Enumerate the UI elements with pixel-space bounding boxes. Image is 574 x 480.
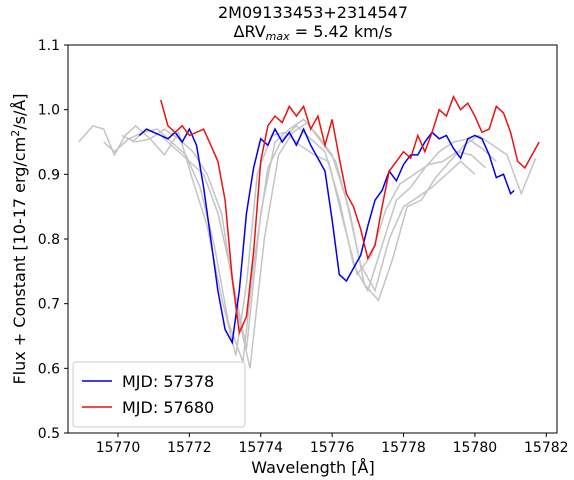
y-tick-label: 1.1 xyxy=(38,38,60,54)
y-tick-label: 0.7 xyxy=(38,297,60,313)
y-axis-label: Flux + Constant [10-17 erg/cm2/s/Å] xyxy=(9,93,29,384)
series-line-1 xyxy=(138,127,515,345)
y-axis-label-superscript: 2 xyxy=(9,130,22,137)
y-axis-label-part-2: /s/Å] xyxy=(10,93,29,129)
subtitle-suffix: = 5.42 km/s xyxy=(290,22,393,41)
chart-title: 2M09133453+2314547 xyxy=(218,3,408,22)
y-tick-label: 0.6 xyxy=(38,361,60,377)
y-tick-label: 1.0 xyxy=(38,103,60,119)
x-axis-label: Wavelength [Å] xyxy=(251,458,374,477)
x-tick-label: 15778 xyxy=(381,440,426,456)
subtitle-prefix: ΔRV xyxy=(234,22,266,41)
gray-series-line-2 xyxy=(103,124,497,363)
legend-label-mjd-57680: MJD: 57680 xyxy=(122,398,214,417)
y-tick-label: 0.5 xyxy=(38,426,60,442)
gray-series-line-3 xyxy=(121,121,537,369)
x-tick-label: 15780 xyxy=(453,440,498,456)
gray-series-line-4 xyxy=(131,118,476,350)
gray-series-layer xyxy=(78,118,537,369)
legend: MJD: 57378 MJD: 57680 xyxy=(72,361,246,428)
subtitle-sub: max xyxy=(266,30,290,43)
y-axis: 0.5 0.6 0.7 0.8 0.9 1.0 1.1 xyxy=(38,38,68,442)
y-tick-label: 0.9 xyxy=(38,167,60,183)
chart-subtitle: ΔRVmax = 5.42 km/s xyxy=(234,22,393,43)
y-tick-label: 0.8 xyxy=(38,232,60,248)
x-tick-label: 15774 xyxy=(238,440,283,456)
x-tick-label: 15776 xyxy=(310,440,355,456)
x-axis: 15770 15772 15774 15776 15778 15780 15782 xyxy=(96,433,569,456)
highlight-series-layer xyxy=(138,94,540,345)
x-tick-label: 15772 xyxy=(167,440,212,456)
series-line-2 xyxy=(160,94,540,336)
legend-label-mjd-57378: MJD: 57378 xyxy=(122,372,214,391)
gray-series-line-1 xyxy=(78,124,487,356)
x-tick-label: 15782 xyxy=(524,440,569,456)
x-tick-label: 15770 xyxy=(96,440,141,456)
legend-box xyxy=(72,361,246,428)
y-axis-label-part-1: Flux + Constant [10-17 erg/cm xyxy=(10,137,29,385)
